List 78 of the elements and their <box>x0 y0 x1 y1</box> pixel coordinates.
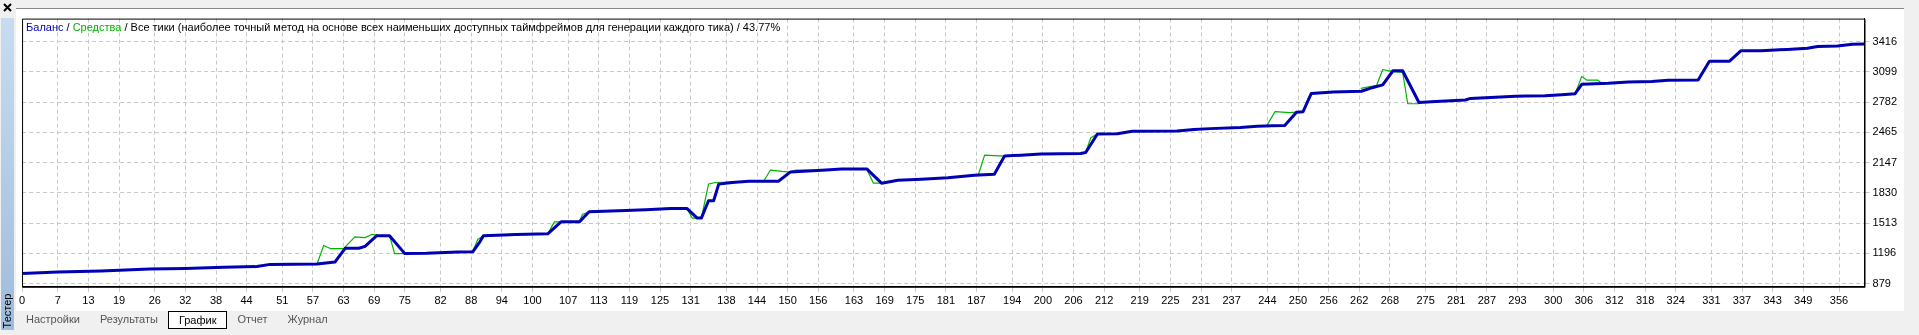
chart-title: Все тики (наиболее точный метод на основе всех наименьших доступных таймфреймов для генерации каждого тика) / 43.77% <box>130 20 781 33</box>
x-tick-label: 19 <box>112 294 126 307</box>
x-tick-label: 138 <box>717 294 736 307</box>
x-tick-label: 337 <box>1732 294 1752 307</box>
x-tick-label: 312 <box>1605 294 1624 307</box>
x-tick-label: 281 <box>1447 294 1466 307</box>
text: Настройки <box>25 312 81 327</box>
x-tick-label: 256 <box>1319 294 1338 307</box>
text: График <box>167 311 228 329</box>
x-tick-label: 7 <box>54 294 61 307</box>
x-tick-label: 0 <box>19 294 26 307</box>
x-tick-label: 293 <box>1508 294 1527 307</box>
x-tick-label: 82 <box>434 294 447 307</box>
y-tick-label: 1196 <box>1872 246 1897 259</box>
y-tick-label: 3416 <box>1872 34 1898 47</box>
x-tick-label: 262 <box>1350 294 1369 307</box>
x-tick-label: 32 <box>179 294 192 307</box>
x-tick-label: 144 <box>747 294 767 307</box>
x-tick-label: 237 <box>1222 294 1241 307</box>
x-tick-label: 219 <box>1130 294 1149 307</box>
annotation: / <box>63 20 73 33</box>
x-tick-label: 150 <box>778 294 797 307</box>
x-tick-label: 175 <box>906 294 925 307</box>
x-tick-label: 75 <box>398 294 411 307</box>
text: / <box>124 20 128 33</box>
x-tick-label: 225 <box>1161 294 1180 307</box>
x-tick-label: 275 <box>1416 294 1435 307</box>
x-tick-label: 69 <box>368 294 381 307</box>
x-tick-label: 113 <box>590 294 608 307</box>
x-tick-label: 13 <box>82 294 95 307</box>
y-tick-label: 1513 <box>1872 216 1898 229</box>
x-tick-label: 44 <box>240 294 253 307</box>
x-tick-label: 94 <box>495 294 508 307</box>
x-tick-label: 163 <box>844 294 864 307</box>
y-tick-label: 879 <box>1872 276 1891 289</box>
y-tick-label: 1830 <box>1872 185 1898 198</box>
x-tick-label: 250 <box>1288 294 1308 307</box>
x-tick-label: 63 <box>337 294 350 307</box>
x-tick-label: 131 <box>681 294 700 307</box>
y-tick-label: 2782 <box>1872 95 1898 108</box>
x-tick-label: 119 <box>620 294 639 307</box>
y-tick-label: 2147 <box>1872 155 1898 168</box>
x-tick-label: 287 <box>1477 294 1497 307</box>
x-tick-label: 57 <box>306 294 320 307</box>
x-tick-label: 194 <box>1003 294 1022 307</box>
text: Баланс <box>26 20 65 33</box>
x-tick-label: 125 <box>650 294 670 307</box>
x-tick-label: 212 <box>1094 294 1114 307</box>
x-tick-label: 324 <box>1666 294 1685 307</box>
x-tick-label: 300 <box>1544 294 1563 307</box>
y-tick-label: 2465 <box>1872 125 1898 138</box>
x-tick-label: 349 <box>1794 294 1813 307</box>
x-tick-label: 331 <box>1702 294 1721 307</box>
x-tick-label: 343 <box>1763 294 1782 307</box>
x-tick-label: 88 <box>465 294 478 307</box>
text: Тестер <box>1 293 14 329</box>
x-tick-label: 231 <box>1191 294 1211 307</box>
x-tick-label: 26 <box>148 294 161 307</box>
y-tick-label: 3099 <box>1872 64 1898 77</box>
x-tick-label: 318 <box>1635 294 1655 307</box>
x-tick-label: 356 <box>1829 294 1849 307</box>
text: Журнал <box>286 312 329 327</box>
x-tick-label: 107 <box>558 294 578 307</box>
x-tick-label: 100 <box>523 294 542 307</box>
text: Средства <box>72 20 123 33</box>
text: Результаты <box>98 312 159 327</box>
x-tick-label: 181 <box>936 294 956 307</box>
x-tick-label: 306 <box>1574 294 1593 307</box>
x-tick-label: 156 <box>809 294 828 307</box>
x-tick-label: 187 <box>967 294 986 307</box>
x-tick-label: 51 <box>276 294 289 307</box>
x-tick-label: 200 <box>1033 294 1052 307</box>
x-tick-label: 206 <box>1064 294 1083 307</box>
x-tick-label: 244 <box>1258 294 1277 307</box>
text: Отчет <box>236 312 269 327</box>
x-tick-label: 268 <box>1380 294 1400 307</box>
x-tick-label: 169 <box>875 294 894 307</box>
x-tick-label: 38 <box>209 294 223 307</box>
